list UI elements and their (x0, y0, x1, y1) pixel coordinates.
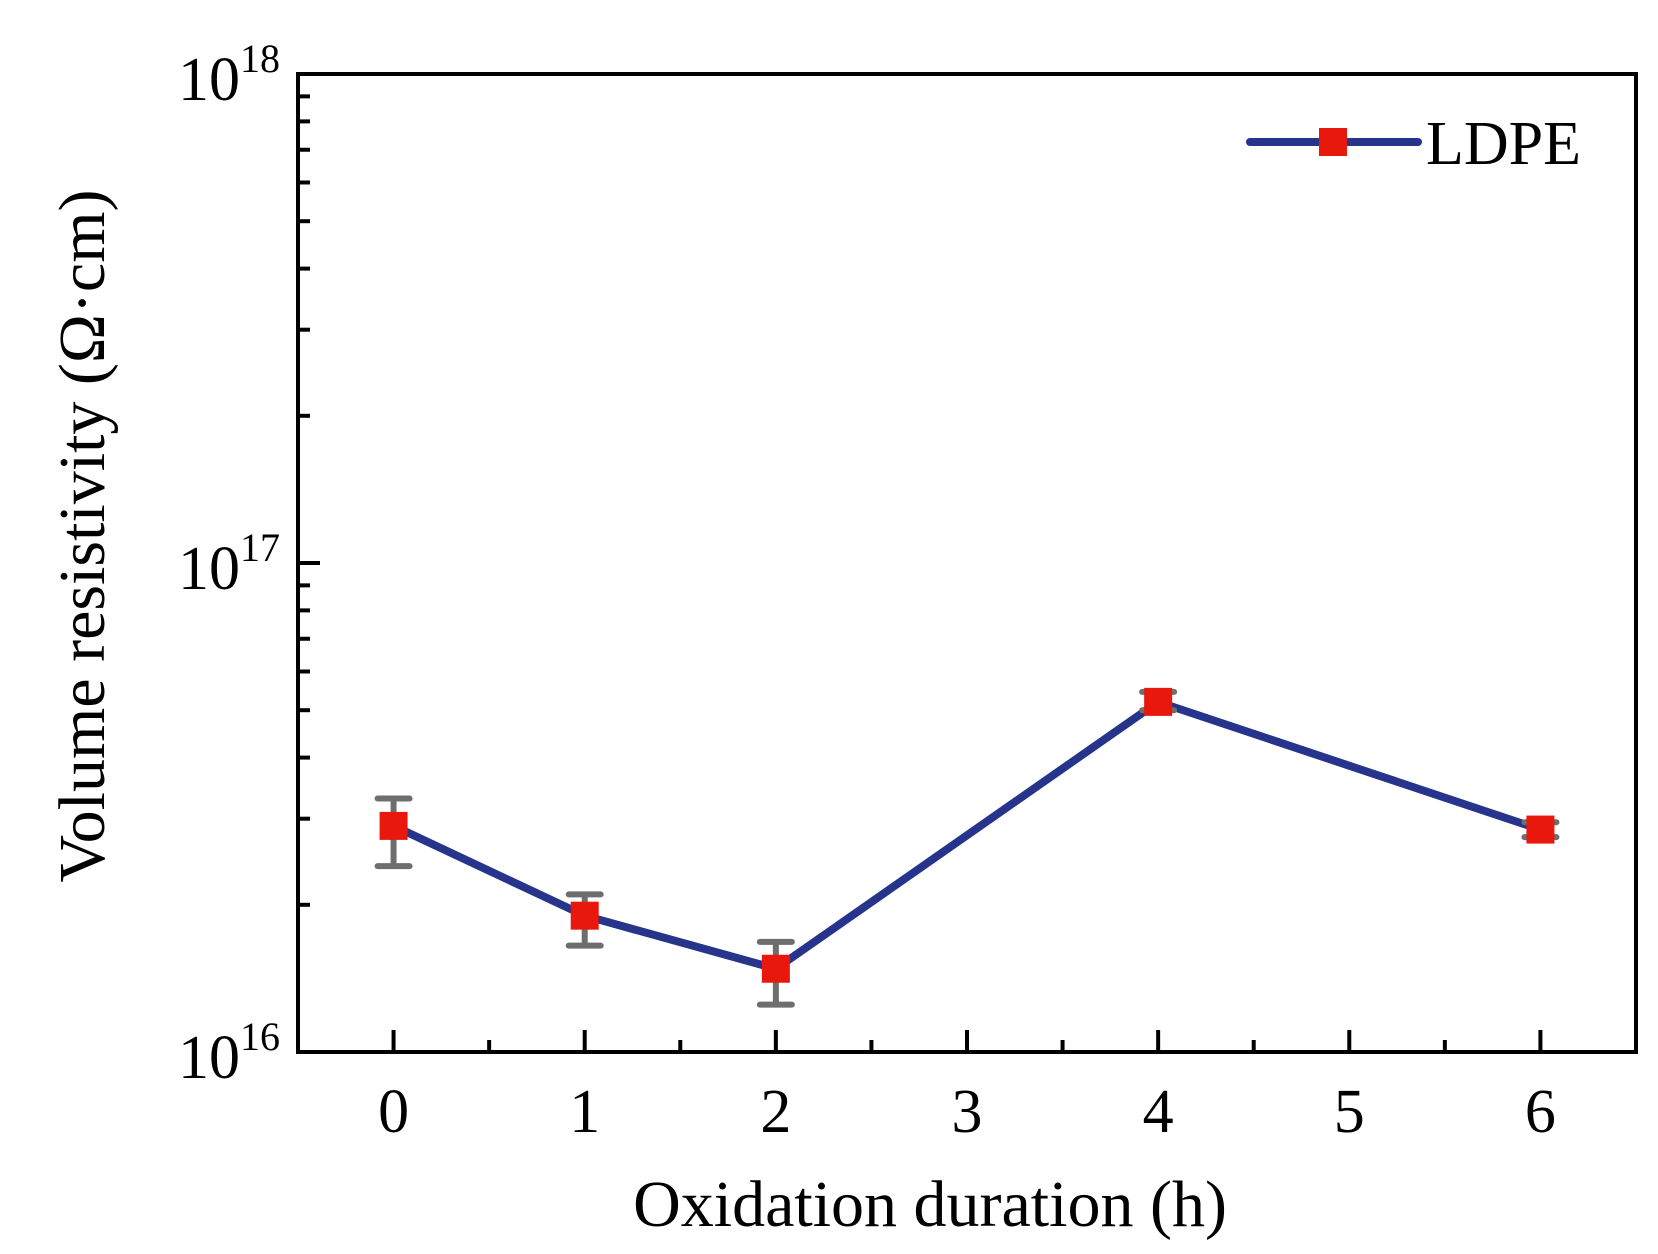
plot-frame (296, 72, 1638, 1054)
plot-area (296, 72, 1638, 1054)
legend-marker (1319, 128, 1347, 156)
x-tick-label: 6 (1525, 1078, 1556, 1146)
y-tick-label: 1016 (178, 1014, 280, 1092)
y-tick-label: 1017 (178, 525, 280, 603)
data-point-marker (570, 901, 599, 930)
x-tick-label: 5 (1334, 1078, 1365, 1146)
axes: 0 1 2 3 4 5 6 1016 1017 1018 (178, 36, 1556, 1146)
data-point-marker (379, 811, 408, 840)
x-axis-title: Oxidation duration (h) (633, 1168, 1227, 1241)
series-ldpe (374, 687, 1560, 1008)
y-tick-label: 1018 (178, 36, 280, 114)
legend-label-ldpe: LDPE (1426, 110, 1581, 178)
legend: LDPE (1246, 110, 1581, 178)
x-tick-label: 0 (378, 1078, 409, 1146)
data-point-marker (761, 954, 790, 983)
data-point-marker (1144, 687, 1173, 716)
data-point-marker (1526, 815, 1555, 844)
y-axis-title: Volume resistivity (Ω·cm) (46, 189, 119, 882)
x-tick-label: 4 (1143, 1078, 1174, 1146)
x-tick-label: 3 (952, 1078, 983, 1146)
x-tick-label: 2 (760, 1078, 791, 1146)
series-line (389, 697, 1545, 973)
x-tick-label: 1 (569, 1078, 600, 1146)
